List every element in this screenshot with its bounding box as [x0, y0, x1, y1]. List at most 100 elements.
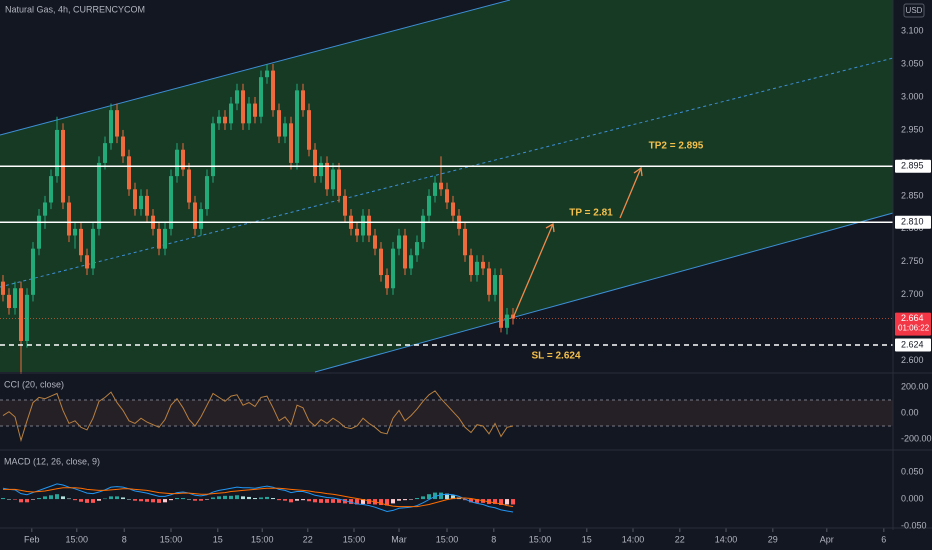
- candle-body: [145, 195, 150, 216]
- currency: USD: [906, 6, 923, 15]
- candle-body: [25, 294, 30, 341]
- histogram-bar: [319, 499, 324, 503]
- histogram-bar: [49, 495, 54, 500]
- x-tick-label: 15:00: [160, 534, 183, 544]
- indicators: [0, 390, 893, 513]
- candle-body: [37, 215, 42, 249]
- histogram-bar: [415, 497, 420, 500]
- candle-body: [271, 70, 276, 111]
- histogram-bar: [247, 496, 252, 500]
- histogram-bar: [301, 499, 306, 501]
- y-tick-label: 3.100: [901, 25, 924, 35]
- candle-body: [133, 189, 138, 210]
- candle-body: [445, 189, 450, 203]
- candle-body: [163, 228, 168, 249]
- x-tick-label: 8: [491, 534, 496, 544]
- candle-body: [421, 215, 426, 243]
- indicator-name: CCI (20, close): [4, 379, 64, 389]
- x-tick-label: 15:00: [436, 534, 459, 544]
- candle-body: [217, 116, 222, 124]
- candle-body: [31, 248, 36, 295]
- histogram-bar: [277, 499, 282, 501]
- candle-body: [109, 110, 114, 144]
- band-fill: [0, 399, 893, 427]
- level-box: [895, 338, 931, 352]
- x-tick-label: 14:00: [715, 534, 738, 544]
- y-tick-label: 3.000: [901, 91, 924, 101]
- histogram-bar: [19, 499, 24, 503]
- x-tick-label: Apr: [820, 534, 834, 544]
- indicator-line: [2, 483, 514, 513]
- histogram-bar: [361, 499, 366, 504]
- y-tick-label: 2.950: [901, 124, 924, 134]
- histogram-bar: [475, 499, 480, 503]
- candle-body: [295, 90, 300, 163]
- candle-body: [409, 255, 414, 269]
- histogram-bar: [229, 495, 234, 500]
- x-tick-label: 15: [582, 534, 592, 544]
- candle-body: [205, 176, 210, 210]
- candle-body: [325, 162, 330, 190]
- levels: [0, 165, 893, 346]
- histogram-bar: [397, 499, 402, 501]
- histogram-bar: [505, 499, 510, 505]
- histogram-bar: [511, 499, 516, 505]
- histogram-bar: [145, 499, 150, 502]
- histogram-bar: [163, 499, 168, 503]
- histogram-bar: [139, 499, 144, 502]
- x-tick-label: 15:00: [343, 534, 366, 544]
- arrow-tp2: [619, 167, 642, 219]
- candle-body: [1, 281, 6, 295]
- channel-fill: [0, 0, 893, 372]
- histogram-bar: [55, 494, 60, 500]
- candle-body: [199, 209, 204, 229]
- level-label: 2.810: [901, 217, 924, 227]
- histogram-bar: [181, 497, 186, 500]
- y-tick-label: -200.00: [901, 433, 932, 443]
- x-tick-label: 6: [881, 534, 886, 544]
- histogram-bar: [271, 497, 276, 500]
- annotation: TP = 2.81: [569, 208, 613, 219]
- candle-body: [319, 162, 324, 177]
- candle-body: [439, 182, 444, 190]
- candle-body: [307, 110, 312, 150]
- histogram-bar: [349, 499, 354, 504]
- candle-body: [115, 110, 120, 137]
- candle-body: [121, 136, 126, 157]
- candle-body: [385, 275, 390, 289]
- histogram-bar: [307, 499, 312, 502]
- histogram-bar: [451, 495, 456, 500]
- histogram-bar: [283, 499, 288, 501]
- candle-body: [505, 314, 510, 328]
- level-box: [895, 159, 931, 173]
- histogram-bar: [79, 499, 84, 502]
- candle-body: [277, 110, 282, 137]
- x-tick-label: 15:00: [66, 534, 89, 544]
- histogram-bar: [391, 499, 396, 504]
- histogram-bar: [403, 499, 408, 501]
- histogram-bar: [61, 496, 66, 500]
- histogram-bar: [421, 496, 426, 500]
- y-tick-label: 2.750: [901, 256, 924, 266]
- histogram-bar: [109, 496, 114, 500]
- histogram-bar: [325, 499, 330, 503]
- candle-body: [73, 228, 78, 236]
- candle-body: [313, 149, 318, 177]
- histogram-bar: [445, 493, 450, 500]
- histogram-bar: [265, 496, 270, 500]
- histogram-bar: [157, 499, 162, 503]
- candle-body: [193, 202, 198, 229]
- histogram-bar: [7, 499, 12, 500]
- candle-body: [127, 156, 132, 190]
- histogram-bar: [493, 499, 498, 504]
- histogram-bar: [115, 496, 120, 500]
- y-tick-label: 0.000: [901, 493, 924, 503]
- histogram-bar: [289, 499, 294, 503]
- histogram-bar: [379, 499, 384, 506]
- candle-body: [67, 202, 72, 236]
- candle-body: [379, 248, 384, 276]
- candle-body: [301, 90, 306, 111]
- candle-body: [187, 169, 192, 203]
- histogram-bar: [259, 497, 264, 500]
- candle-body: [211, 123, 216, 177]
